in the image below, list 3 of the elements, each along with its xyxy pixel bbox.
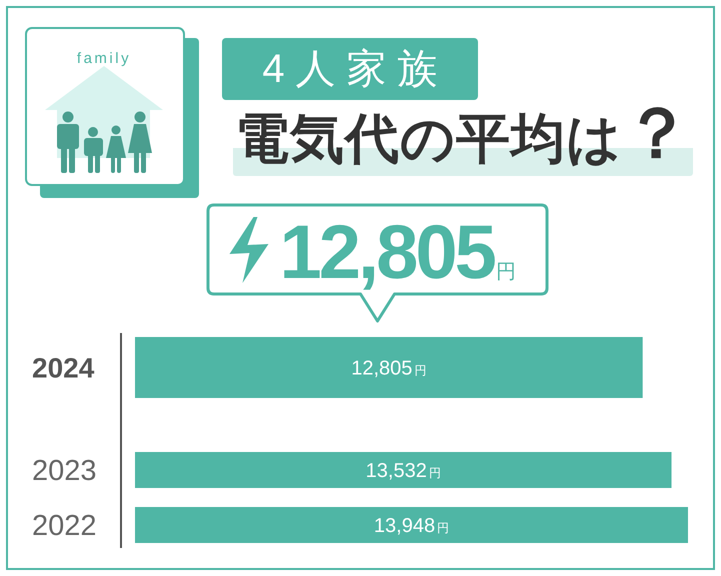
annotation: family (76, 50, 132, 67)
annotation: 12,805円 (280, 210, 516, 295)
title: 4人家族 (222, 38, 478, 100)
